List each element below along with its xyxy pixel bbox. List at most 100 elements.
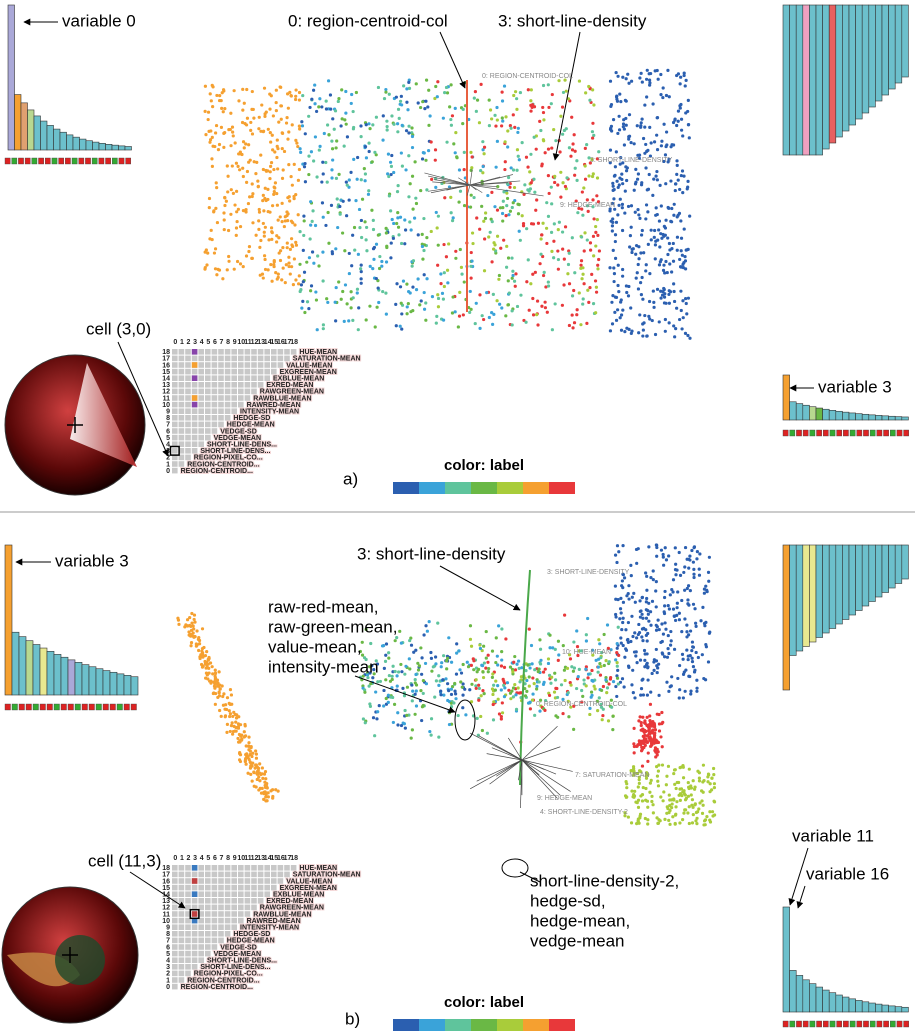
histogram-bar	[60, 656, 69, 696]
point	[210, 164, 214, 168]
point	[700, 799, 704, 803]
point	[441, 116, 445, 120]
histogram-bar	[835, 544, 843, 625]
point	[571, 142, 575, 146]
point	[511, 273, 515, 278]
point	[376, 680, 380, 684]
point	[534, 147, 538, 151]
matrix-cell	[185, 375, 191, 381]
point	[238, 758, 242, 762]
matrix-cell	[264, 878, 270, 884]
point	[588, 712, 592, 717]
point	[540, 304, 544, 308]
point	[691, 812, 695, 817]
point	[536, 221, 541, 225]
matrix-name-label: VEDGE-SD	[220, 944, 257, 951]
point	[385, 245, 389, 250]
matrix-cell	[178, 950, 185, 957]
point	[673, 335, 677, 339]
point	[546, 83, 550, 87]
status-square	[896, 429, 903, 437]
point	[287, 255, 291, 259]
matrix-cell	[224, 931, 231, 937]
point	[221, 694, 225, 699]
point	[222, 227, 226, 232]
matrix-cell	[238, 911, 244, 917]
point	[401, 686, 405, 691]
histogram-bar	[894, 4, 903, 84]
color-swatch	[445, 482, 471, 494]
point	[686, 598, 690, 602]
status-square	[903, 1020, 909, 1028]
point	[518, 680, 522, 684]
point	[427, 620, 431, 624]
plot-label: 9: HEDGE-MEAN	[537, 795, 592, 802]
point	[232, 89, 236, 93]
point	[203, 662, 208, 666]
point	[389, 241, 393, 245]
point	[639, 723, 643, 728]
point	[692, 546, 696, 550]
point	[683, 545, 688, 550]
point	[527, 684, 531, 688]
point	[254, 752, 258, 756]
point	[280, 131, 284, 135]
point	[191, 631, 195, 635]
point	[286, 137, 290, 141]
matrix-column-label: 8	[226, 855, 230, 862]
point	[531, 296, 535, 301]
point	[689, 784, 693, 788]
point	[640, 275, 644, 280]
point	[635, 800, 639, 805]
point	[367, 665, 372, 669]
point	[678, 187, 682, 192]
point	[232, 710, 236, 714]
point	[630, 789, 634, 793]
point	[614, 150, 618, 154]
point	[456, 325, 460, 329]
point	[641, 715, 645, 719]
point	[699, 619, 703, 623]
point	[445, 268, 450, 272]
status-square	[863, 1020, 869, 1028]
point	[325, 180, 329, 184]
matrix-cell	[211, 382, 218, 388]
point	[500, 649, 504, 654]
point	[213, 686, 217, 690]
point	[479, 694, 483, 698]
point	[691, 602, 696, 606]
point	[203, 109, 207, 113]
histogram-bar	[4, 544, 13, 696]
point	[583, 231, 587, 235]
histogram-bar	[95, 668, 104, 696]
annotation: 3: short-line-density	[498, 11, 647, 30]
point	[692, 575, 696, 580]
point	[409, 736, 413, 740]
point	[479, 168, 483, 173]
matrix-cell	[198, 401, 204, 408]
matrix-cell	[198, 415, 204, 421]
point	[667, 818, 671, 822]
matrix-cell	[257, 375, 264, 381]
matrix-name-label: RAWBLUE-MEAN	[253, 395, 311, 402]
point	[666, 633, 670, 638]
point	[204, 676, 208, 680]
point	[490, 117, 494, 121]
point	[389, 256, 393, 260]
matrix-cell	[218, 884, 224, 891]
point	[374, 242, 379, 246]
point	[616, 185, 620, 190]
point	[526, 701, 531, 705]
point	[538, 698, 543, 702]
point	[541, 254, 545, 259]
point	[450, 311, 455, 315]
matrix-cell	[224, 917, 231, 924]
point	[515, 168, 519, 172]
point	[625, 786, 629, 790]
point	[494, 679, 498, 683]
point	[703, 818, 708, 822]
point	[262, 772, 267, 776]
status-square	[856, 1020, 863, 1028]
point	[698, 552, 702, 556]
point	[205, 649, 209, 654]
